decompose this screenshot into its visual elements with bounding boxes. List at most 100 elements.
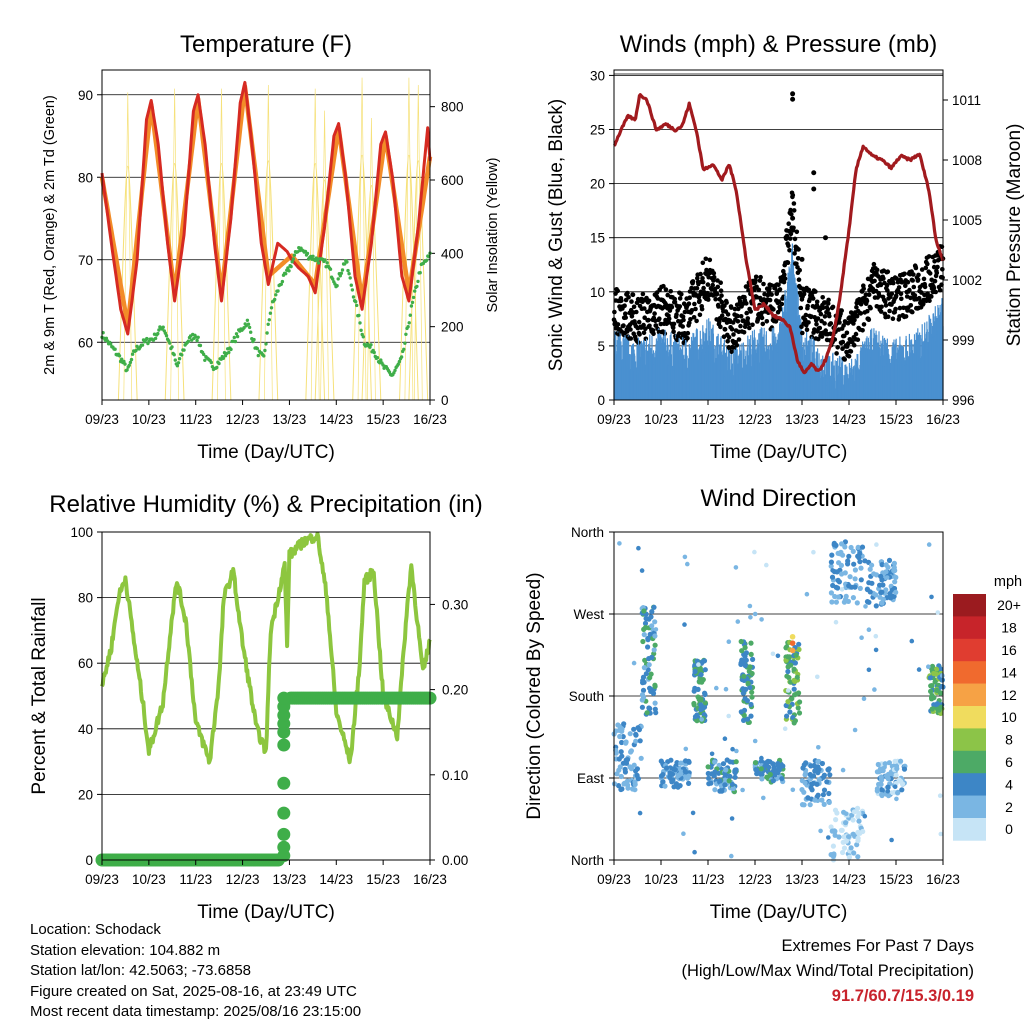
gust-point	[903, 283, 908, 289]
direction-point	[791, 666, 797, 672]
direction-point	[866, 580, 872, 586]
direction-point	[712, 759, 718, 765]
gust-point	[760, 321, 766, 327]
gust-point	[853, 331, 859, 337]
gust-point	[885, 288, 890, 293]
gust-point	[623, 311, 628, 317]
direction-point	[847, 574, 853, 580]
gust-point	[931, 264, 937, 270]
direction-point	[851, 561, 857, 567]
direction-point	[759, 759, 765, 765]
gust-point	[826, 297, 831, 303]
direction-point	[694, 718, 700, 724]
direction-point	[796, 646, 802, 653]
direction-point	[886, 557, 893, 564]
dewpoint-point	[153, 336, 158, 341]
direction-point	[761, 795, 766, 801]
direction-point	[789, 640, 796, 646]
dewpoint-point	[173, 358, 177, 362]
direction-point	[833, 817, 839, 823]
x-tick-label: 09/23	[597, 872, 631, 887]
x-tick-label: 12/23	[226, 412, 260, 427]
direction-point	[749, 670, 755, 677]
direction-point	[856, 810, 862, 817]
dewpoint-point	[354, 300, 358, 304]
gust-point	[674, 312, 679, 317]
gust-point	[778, 307, 783, 312]
y-tick-label: 90	[78, 88, 93, 103]
gust-point	[719, 313, 725, 319]
direction-point	[730, 785, 737, 792]
direction-point	[807, 771, 813, 778]
direction-point	[652, 682, 658, 688]
direction-point	[692, 668, 698, 675]
dewpoint-point	[195, 338, 199, 343]
gust-point	[718, 288, 724, 294]
gust-point	[868, 305, 873, 311]
gust-point	[652, 311, 657, 316]
direction-point	[791, 686, 797, 692]
direction-point	[691, 700, 697, 707]
gust-point	[910, 309, 915, 315]
gust-point	[794, 229, 800, 235]
legend-label: 4	[1005, 776, 1013, 792]
gust-point	[795, 255, 801, 261]
direction-point	[717, 778, 723, 784]
gust-point	[796, 247, 801, 252]
dewpoint-point	[113, 347, 117, 351]
panel-0-frame	[101, 69, 431, 401]
direction-point	[754, 771, 760, 777]
direction-point	[820, 792, 827, 798]
direction-point	[885, 776, 891, 782]
gust-point	[896, 285, 902, 290]
y2-tick-label: 400	[441, 246, 464, 261]
direction-point	[866, 627, 872, 632]
legend-label: 14	[1001, 664, 1017, 680]
direction-point	[880, 768, 886, 774]
direction-point	[850, 548, 856, 555]
direction-point	[879, 787, 885, 794]
direction-point	[698, 672, 704, 678]
dewpoint-point	[180, 353, 184, 357]
gust-point	[874, 267, 880, 273]
direction-point	[662, 783, 668, 789]
gust-point	[854, 304, 859, 310]
direction-point	[838, 827, 845, 833]
dewpoint-point	[120, 357, 124, 361]
direction-point	[812, 797, 818, 803]
dewpoint-point	[409, 304, 414, 308]
y-tick-label: 0	[597, 393, 605, 408]
gust-point	[907, 287, 912, 293]
dewpoint-point	[128, 360, 133, 365]
panel-0-xlabel: Time (Day/UTC)	[197, 442, 335, 463]
gust-point	[679, 292, 684, 297]
gust-point	[810, 296, 816, 301]
gust-point	[768, 283, 774, 288]
direction-point	[872, 687, 877, 692]
gust-point	[834, 351, 839, 356]
direction-point	[770, 778, 777, 784]
dewpoint-point	[408, 313, 412, 317]
gust-point	[750, 322, 755, 328]
gust-point	[840, 339, 846, 345]
direction-point	[857, 830, 863, 836]
y2-tick-label: 0.20	[442, 683, 468, 698]
dewpoint-point	[355, 303, 359, 308]
direction-point	[832, 807, 839, 813]
legend-swatch	[953, 661, 986, 684]
direction-point	[929, 694, 935, 700]
x-tick-label: 13/23	[785, 872, 819, 887]
gust-point	[919, 267, 925, 272]
direction-point	[864, 586, 871, 593]
gust-point	[932, 278, 938, 284]
direction-point	[619, 728, 625, 734]
y-tick-label: East	[577, 771, 604, 786]
direction-point	[630, 786, 636, 792]
direction-point	[811, 549, 816, 555]
gust-point	[685, 330, 691, 336]
x-tick-label: 09/23	[597, 412, 631, 427]
x-tick-label: 11/23	[692, 872, 725, 887]
direction-point	[884, 575, 890, 580]
direction-point	[829, 574, 836, 580]
panel-0-y2label: Solar Insolation (Yellow)	[485, 157, 501, 312]
